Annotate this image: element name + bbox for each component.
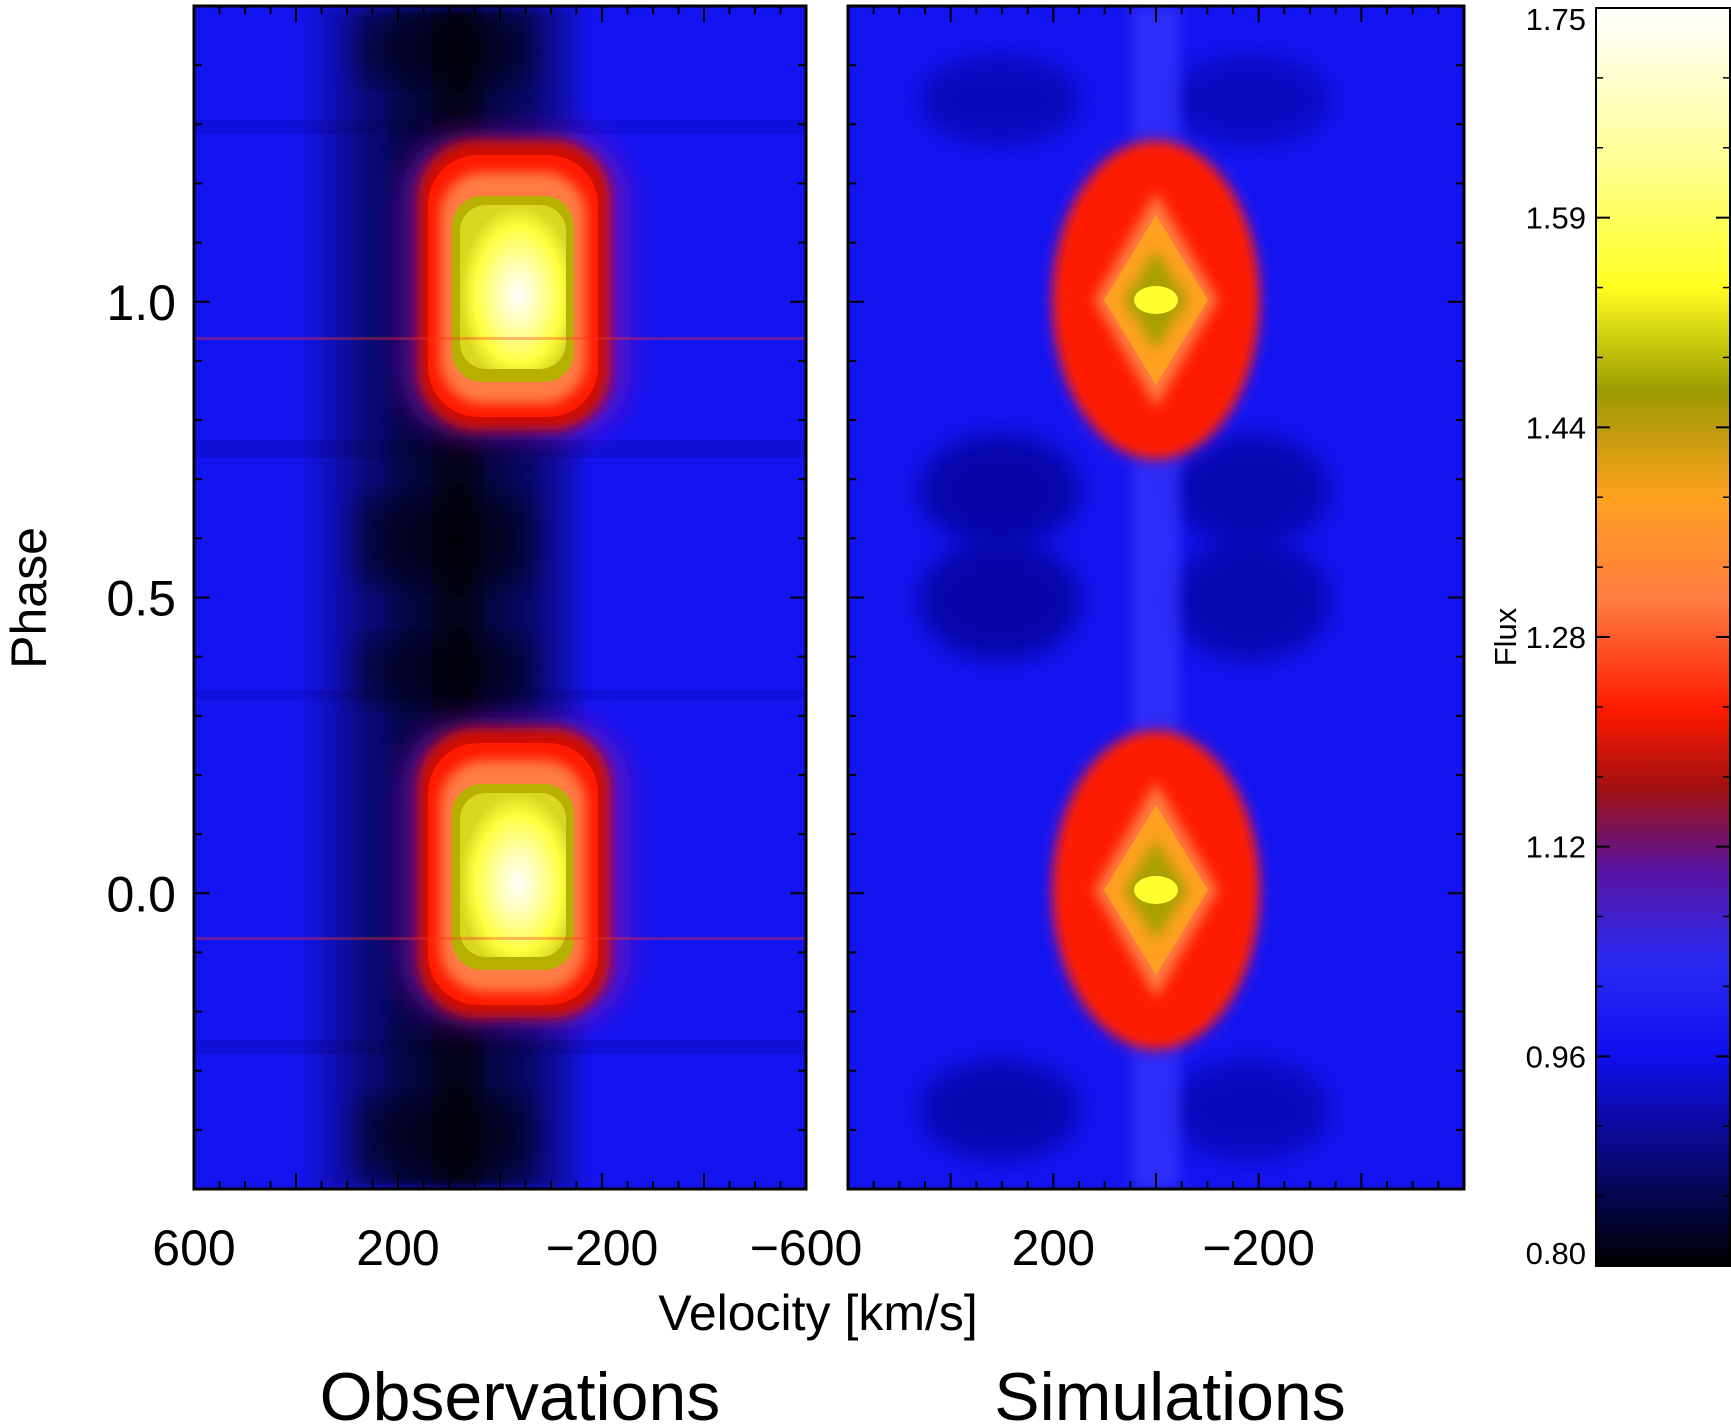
x-tick-label: 200 [1012, 1220, 1095, 1276]
x-tick-label: 200 [356, 1220, 439, 1276]
x-tick-label: −200 [546, 1220, 659, 1276]
colorbar-tick-label: 1.28 [1526, 620, 1586, 655]
colorbar-tick-label: 0.96 [1526, 1039, 1586, 1074]
y-tick-label: 0.0 [106, 866, 176, 922]
simulations-emission-lower [1036, 710, 1276, 1070]
y-tick-label: 0.5 [106, 571, 176, 627]
colorbar-label: Flux [1488, 607, 1523, 666]
colorbar: 1.75 1.59 1.44 1.28 1.12 0.96 0.80 Flux [1488, 2, 1731, 1271]
colorbar-tick-label: 1.12 [1526, 830, 1586, 865]
colorbar-tick-label: 1.59 [1526, 201, 1586, 236]
observations-heatmap [194, 6, 806, 1189]
x-tick-label: −600 [750, 1220, 863, 1276]
simulations-heatmap [848, 6, 1464, 1189]
colorbar-tick-label: 1.75 [1526, 2, 1586, 37]
observations-ticks: 600 200 −200 −600 0.0 0.5 1.0 [106, 6, 862, 1276]
simulations-title: Simulations [994, 1359, 1346, 1428]
x-tick-label: −200 [1202, 1220, 1315, 1276]
observations-emission-lower [194, 718, 806, 1028]
observations-emission-upper [194, 130, 806, 440]
simulations-panel: 200 −200 [846, 4, 1466, 1276]
simulations-ticks: 200 −200 [848, 6, 1464, 1276]
x-axis-label: Velocity [km/s] [658, 1285, 978, 1341]
x-tick-label: 600 [152, 1220, 235, 1276]
simulations-emission-upper [1036, 120, 1276, 480]
y-tick-label: 1.0 [106, 275, 176, 331]
observations-title: Observations [320, 1359, 721, 1428]
colorbar-gradient [1595, 7, 1731, 1267]
observations-panel: 600 200 −200 −600 0.0 0.5 1.0 [106, 4, 862, 1276]
colorbar-tick-label: 1.44 [1526, 410, 1586, 445]
colorbar-ticks: 1.75 1.59 1.44 1.28 1.12 0.96 0.80 [1526, 2, 1730, 1271]
colorbar-tick-label: 0.80 [1526, 1236, 1586, 1271]
y-axis-label: Phase [1, 527, 57, 669]
